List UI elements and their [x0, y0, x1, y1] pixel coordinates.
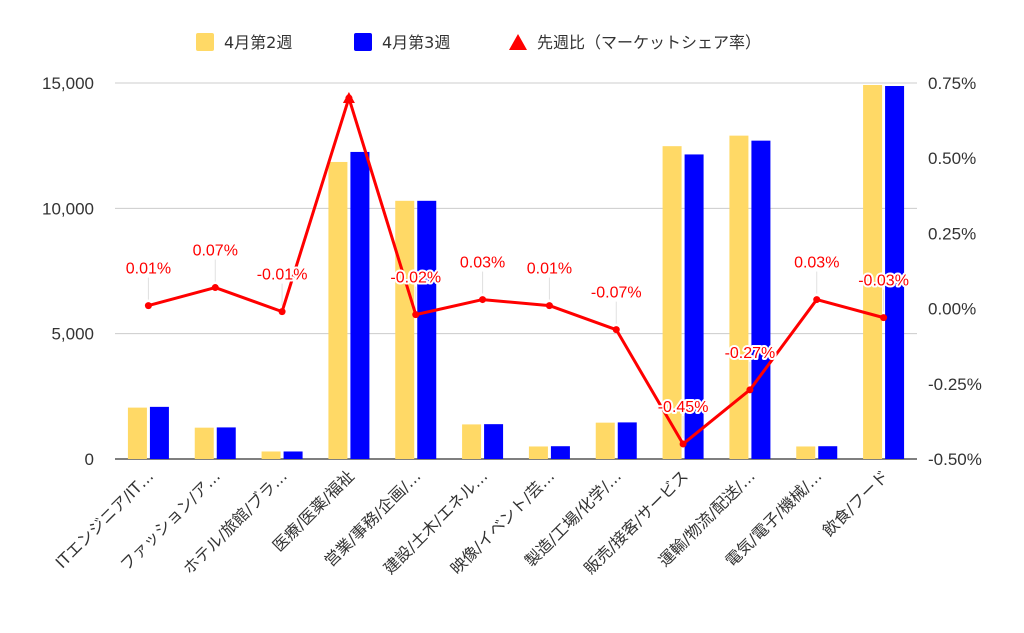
- data-label-halo: -0.01%: [257, 267, 308, 284]
- legend-label: 先週比（マーケットシェア率）: [537, 33, 761, 52]
- bar-week3: [417, 200, 437, 459]
- bar-week2: [127, 407, 147, 459]
- data-label: 0.03%: [460, 255, 505, 272]
- bar-week3: [550, 446, 570, 459]
- bar-week3: [350, 151, 370, 459]
- right-axis-tick-label: 0.50%: [928, 149, 976, 168]
- left-axis-tick-label: 0: [85, 450, 94, 469]
- bar-week3: [149, 406, 169, 459]
- data-label-halo: -0.03%: [858, 273, 909, 290]
- bar-week2: [863, 85, 883, 459]
- share-point: [412, 311, 420, 319]
- bars: [127, 85, 905, 460]
- data-label-halo: -0.45%: [658, 399, 709, 416]
- data-label-halo: -0.07%: [591, 285, 642, 302]
- category-label: 飲食/フード: [819, 466, 893, 540]
- bar-week3: [484, 424, 504, 459]
- data-label: -0.03%: [858, 273, 909, 290]
- bar-week2: [729, 135, 749, 459]
- bar-week2: [328, 161, 348, 459]
- data-label: 0.03%: [794, 255, 839, 272]
- legend-swatch: [354, 33, 372, 51]
- bar-week2: [462, 424, 482, 459]
- bar-week3: [216, 427, 236, 459]
- data-label-halo: 0.03%: [794, 255, 839, 272]
- data-label-halo: -0.02%: [390, 270, 441, 287]
- right-axis: -0.50% -0.25% 0.00% 0.25% 0.50% 0.75%: [928, 74, 982, 469]
- bar-week2: [194, 427, 214, 459]
- left-axis-tick-label: 15,000: [42, 74, 94, 93]
- legend-label: 4月第3週: [382, 33, 450, 52]
- bar-week2: [528, 446, 548, 459]
- right-axis-tick-label: -0.25%: [928, 375, 982, 394]
- right-axis-tick-label: 0.00%: [928, 300, 976, 319]
- left-axis-tick-label: 5,000: [51, 325, 94, 344]
- right-axis-tick-label: 0.25%: [928, 224, 976, 243]
- legend-label: 4月第2週: [224, 33, 292, 52]
- legend-swatch-triangle: [509, 34, 527, 50]
- bar-week3: [684, 154, 704, 459]
- bar-week3: [818, 446, 838, 459]
- data-label: 0.01%: [126, 261, 171, 278]
- bar-week2: [796, 446, 816, 459]
- share-line: [148, 96, 884, 446]
- bar-week2: [261, 451, 281, 459]
- share-point: [211, 284, 219, 292]
- bar-week2: [395, 200, 415, 459]
- bar-week2: [662, 146, 682, 459]
- left-axis-tick-label: 10,000: [42, 199, 94, 218]
- x-axis: ITエンジニア/IT…ファッション/ア…ホテル/旅館/ブラ…医療/医薬/福祉営業…: [52, 466, 893, 578]
- share-point: [746, 386, 754, 394]
- bar-week3: [283, 451, 303, 459]
- right-axis-tick-label: -0.50%: [928, 450, 982, 469]
- data-label: -0.02%: [390, 270, 441, 287]
- share-point: [612, 326, 620, 334]
- data-label-halo: 0.03%: [460, 255, 505, 272]
- legend: 4月第2週 4月第3週 先週比（マーケットシェア率）: [196, 33, 761, 52]
- data-label: 0.07%: [193, 243, 238, 260]
- share-point: [144, 302, 152, 310]
- bar-week3: [617, 422, 637, 459]
- share-point: [545, 302, 553, 310]
- data-label-halo: -0.27%: [725, 345, 776, 362]
- share-point: [479, 296, 487, 304]
- data-label: 0.01%: [527, 261, 572, 278]
- right-axis-tick-label: 0.75%: [928, 74, 976, 93]
- share-line-series: 0.01%0.01%0.07%0.07%-0.01%-0.01% -0.02%-0…: [124, 92, 911, 448]
- share-point: [679, 440, 687, 448]
- data-label: -0.07%: [591, 285, 642, 302]
- bar-week2: [595, 422, 615, 459]
- share-point-marker: [342, 92, 355, 104]
- bar-week3: [885, 86, 905, 460]
- left-axis: 0 5,000 10,000 15,000: [42, 74, 94, 469]
- share-point: [813, 296, 821, 304]
- data-label-halo: 0.01%: [126, 261, 171, 278]
- data-label-halo: 0.01%: [527, 261, 572, 278]
- data-label: -0.01%: [257, 267, 308, 284]
- data-label: -0.45%: [658, 399, 709, 416]
- data-label-halo: 0.07%: [193, 243, 238, 260]
- grid-lines: [115, 82, 917, 460]
- data-label: -0.27%: [725, 345, 776, 362]
- share-point: [278, 308, 286, 316]
- bar-week3: [751, 140, 771, 460]
- share-point: [880, 314, 888, 322]
- legend-swatch: [196, 33, 214, 51]
